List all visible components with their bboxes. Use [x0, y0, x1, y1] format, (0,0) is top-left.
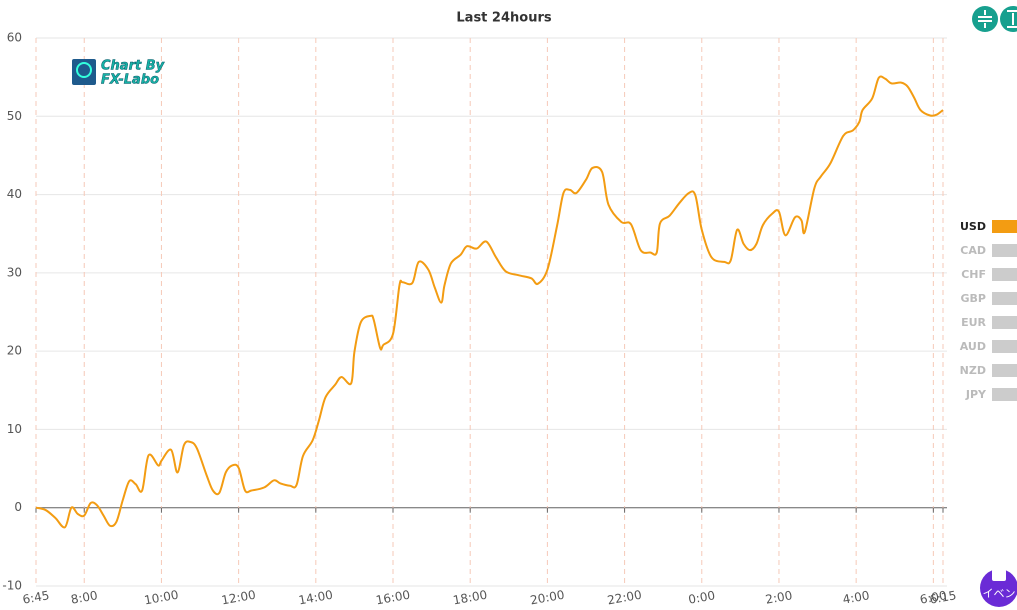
x-tick-label: 18:00 [452, 588, 488, 608]
legend-swatch [992, 316, 1017, 329]
legend-swatch [992, 268, 1017, 281]
event-button[interactable] [980, 569, 1017, 607]
legend-swatch [992, 388, 1017, 401]
x-tick-label: 0:00 [687, 588, 716, 606]
expand-icon [1007, 10, 1017, 28]
legend-swatch [992, 244, 1017, 257]
logo-icon [76, 62, 92, 78]
x-tick-label: 6:15 [928, 588, 957, 606]
x-tick-label: 16:00 [375, 588, 411, 608]
y-tick-label: -10 [2, 579, 22, 593]
y-tick-label: 60 [7, 31, 22, 45]
collapse-icon [978, 10, 992, 28]
x-tick-label: 14:00 [297, 588, 333, 608]
legend-swatch [992, 292, 1017, 305]
y-tick-label: 0 [14, 500, 22, 514]
collapse-button[interactable] [972, 6, 998, 32]
x-tick-label: 6:00 [919, 588, 948, 606]
legend-label: NZD [960, 364, 986, 377]
legend-label: CHF [961, 268, 986, 281]
x-tick-label: 8:00 [70, 588, 99, 606]
y-tick-label: 50 [7, 109, 22, 123]
event-icon [992, 569, 1006, 581]
line-series [35, 75, 944, 529]
x-tick-label: 4:00 [842, 588, 871, 606]
legend-label: USD [960, 220, 986, 233]
legend-label: AUD [960, 340, 986, 353]
logo: Chart By FX-Labo [72, 58, 165, 88]
legend-swatch [992, 364, 1017, 377]
expand-button[interactable] [1000, 6, 1017, 32]
legend-label: GBP [961, 292, 986, 305]
y-tick-label: 20 [7, 344, 22, 358]
legend-swatch [992, 340, 1017, 353]
x-tick-label: 12:00 [220, 588, 256, 608]
plot: -10 0 10 20 30 40 50 60 6:45 8:00 10:00 12:00 14:00 1… [2, 31, 957, 608]
x-tick-label: 10:00 [143, 588, 179, 608]
legend-label: JPY [965, 388, 987, 401]
toolbar: イベン [972, 6, 1017, 607]
legend-label: EUR [961, 316, 986, 329]
logo-text: Chart By [101, 59, 165, 74]
chart-title: Last 24hours [456, 11, 551, 26]
x-tick-label: 22:00 [606, 588, 642, 608]
y-tick-label: 40 [7, 187, 22, 201]
x-tick-label: 20:00 [529, 588, 565, 608]
y-tick-label: 30 [7, 265, 22, 279]
logo-text: FX-Labo [101, 73, 159, 88]
legend-label: CAD [960, 244, 986, 257]
x-tick-label: 2:00 [764, 588, 793, 606]
legend: USD CAD CHF GBP EUR AUD NZD JPY [960, 220, 1017, 401]
x-tick-label: 6:45 [21, 588, 50, 606]
y-tick-label: 10 [7, 422, 22, 436]
event-button-label: イベン [983, 587, 1016, 600]
legend-swatch [992, 220, 1017, 233]
